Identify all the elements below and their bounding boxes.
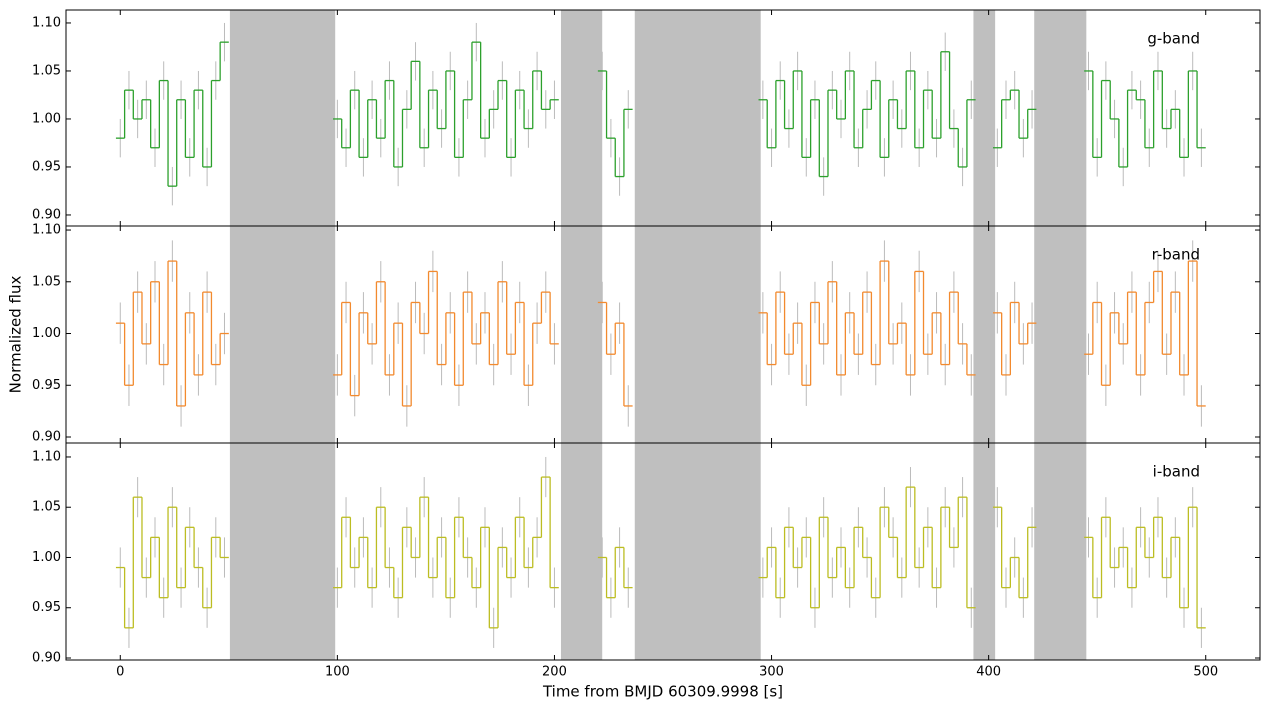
y-tick-label: 1.05	[32, 500, 61, 515]
shaded-gap	[1034, 226, 1087, 443]
x-tick-label: 500	[1193, 665, 1218, 680]
plot-area	[115, 443, 1206, 660]
y-tick-label: 1.00	[32, 111, 61, 126]
y-tick-label: 0.95	[32, 378, 61, 393]
shaded-gap	[973, 443, 996, 660]
y-tick-label: 0.95	[32, 600, 61, 615]
x-tick-label: 100	[325, 665, 350, 680]
shaded-gap	[634, 226, 761, 443]
axes-frame	[65, 442, 1261, 661]
shaded-gap	[973, 226, 996, 443]
y-tick-label: 1.05	[32, 63, 61, 78]
shaded-gap	[560, 10, 603, 226]
x-axis-label: Time from BMJD 60309.9998 [s]	[542, 683, 783, 701]
x-tick-label: 0	[116, 665, 124, 680]
shaded-gap	[229, 10, 336, 226]
x-tick-label: 400	[976, 665, 1001, 680]
shaded-gap	[229, 443, 336, 660]
shaded-gap	[229, 226, 336, 443]
y-tick-label: 1.00	[32, 326, 61, 341]
shaded-gap	[973, 10, 996, 226]
y-tick-label: 1.10	[32, 449, 61, 464]
y-tick-label: 1.05	[32, 274, 61, 289]
shaded-gap	[1034, 443, 1087, 660]
y-tick-label: 0.95	[32, 159, 61, 174]
plot-area	[115, 10, 1206, 226]
shaded-gap	[560, 226, 603, 443]
legend-label: g-band	[1147, 30, 1200, 48]
y-tick-label: 1.00	[32, 550, 61, 565]
shaded-gap	[634, 10, 761, 226]
shaded-gap	[634, 443, 761, 660]
y-tick-label: 1.10	[32, 223, 61, 238]
y-tick-label: 0.90	[32, 429, 61, 444]
legend-label: i-band	[1153, 463, 1200, 481]
plot-area	[115, 226, 1206, 443]
shaded-gap	[560, 443, 603, 660]
y-tick-label: 0.90	[32, 207, 61, 222]
y-axis-label: Normalized flux	[7, 276, 25, 394]
x-tick-label: 300	[759, 665, 784, 680]
legend-label: r-band	[1152, 246, 1200, 264]
y-tick-label: 0.90	[32, 650, 61, 665]
x-tick-label: 200	[542, 665, 567, 680]
y-tick-label: 1.10	[32, 15, 61, 30]
shaded-gap	[1034, 10, 1087, 226]
